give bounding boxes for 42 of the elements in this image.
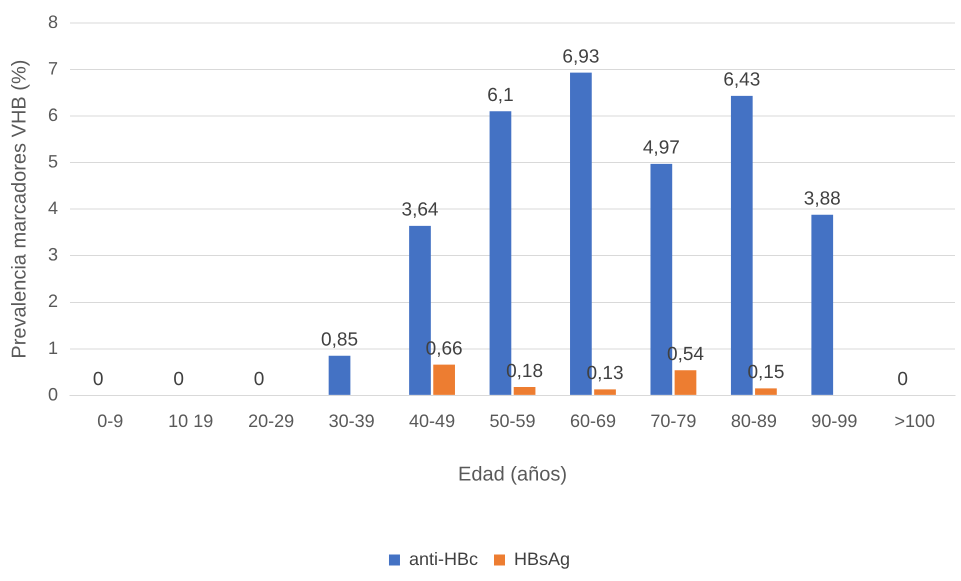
data-label: 0	[897, 369, 908, 390]
x-tick-label: 30-39	[328, 411, 375, 432]
bar	[811, 214, 834, 395]
data-label: 0	[173, 369, 184, 390]
data-label: 6,93	[562, 46, 600, 68]
legend-label: anti-HBc	[408, 548, 478, 569]
legend-label: HBsAg	[514, 548, 570, 569]
y-tick-label: 4	[48, 198, 58, 218]
bar	[674, 370, 696, 395]
bar	[755, 388, 777, 395]
y-tick-label: 8	[48, 12, 58, 32]
bar	[514, 387, 536, 395]
data-label: 0	[92, 369, 104, 390]
data-label: 4,97	[642, 138, 680, 159]
y-tick-label: 1	[48, 338, 58, 358]
x-tick-label: 60-69	[570, 411, 616, 432]
x-axis-title: Edad (años)	[458, 464, 567, 486]
x-tick-label: 50-59	[489, 411, 536, 432]
x-tick-label: >100	[894, 411, 936, 432]
x-tick-label: 10 19	[168, 411, 214, 432]
data-label: 6,43	[723, 70, 760, 91]
y-tick-label: 7	[48, 58, 58, 78]
y-tick-label: 5	[48, 151, 58, 172]
data-label: 0,85	[321, 330, 358, 351]
y-tick-label: 3	[48, 244, 58, 265]
data-label: 3,88	[804, 188, 841, 210]
x-tick-label: 80-89	[730, 411, 777, 432]
bar	[328, 356, 350, 395]
x-tick-label: 20-29	[248, 411, 294, 432]
y-tick-label: 0	[48, 384, 58, 404]
data-label: 0	[254, 369, 264, 390]
data-label: 6,1	[487, 85, 514, 106]
x-tick-label: 40-49	[409, 411, 456, 432]
y-axis-title: Prevalencia marcadores VHB (%)	[8, 60, 31, 359]
data-label: 3,64	[401, 200, 439, 221]
x-tick-label: 90-99	[811, 411, 858, 432]
x-tick-label: 70-79	[650, 411, 696, 432]
bar	[433, 364, 455, 395]
x-tick-label: 0-9	[97, 411, 124, 432]
y-tick-label: 2	[48, 291, 58, 312]
y-tick-label: 6	[48, 104, 58, 125]
bar	[594, 389, 616, 395]
